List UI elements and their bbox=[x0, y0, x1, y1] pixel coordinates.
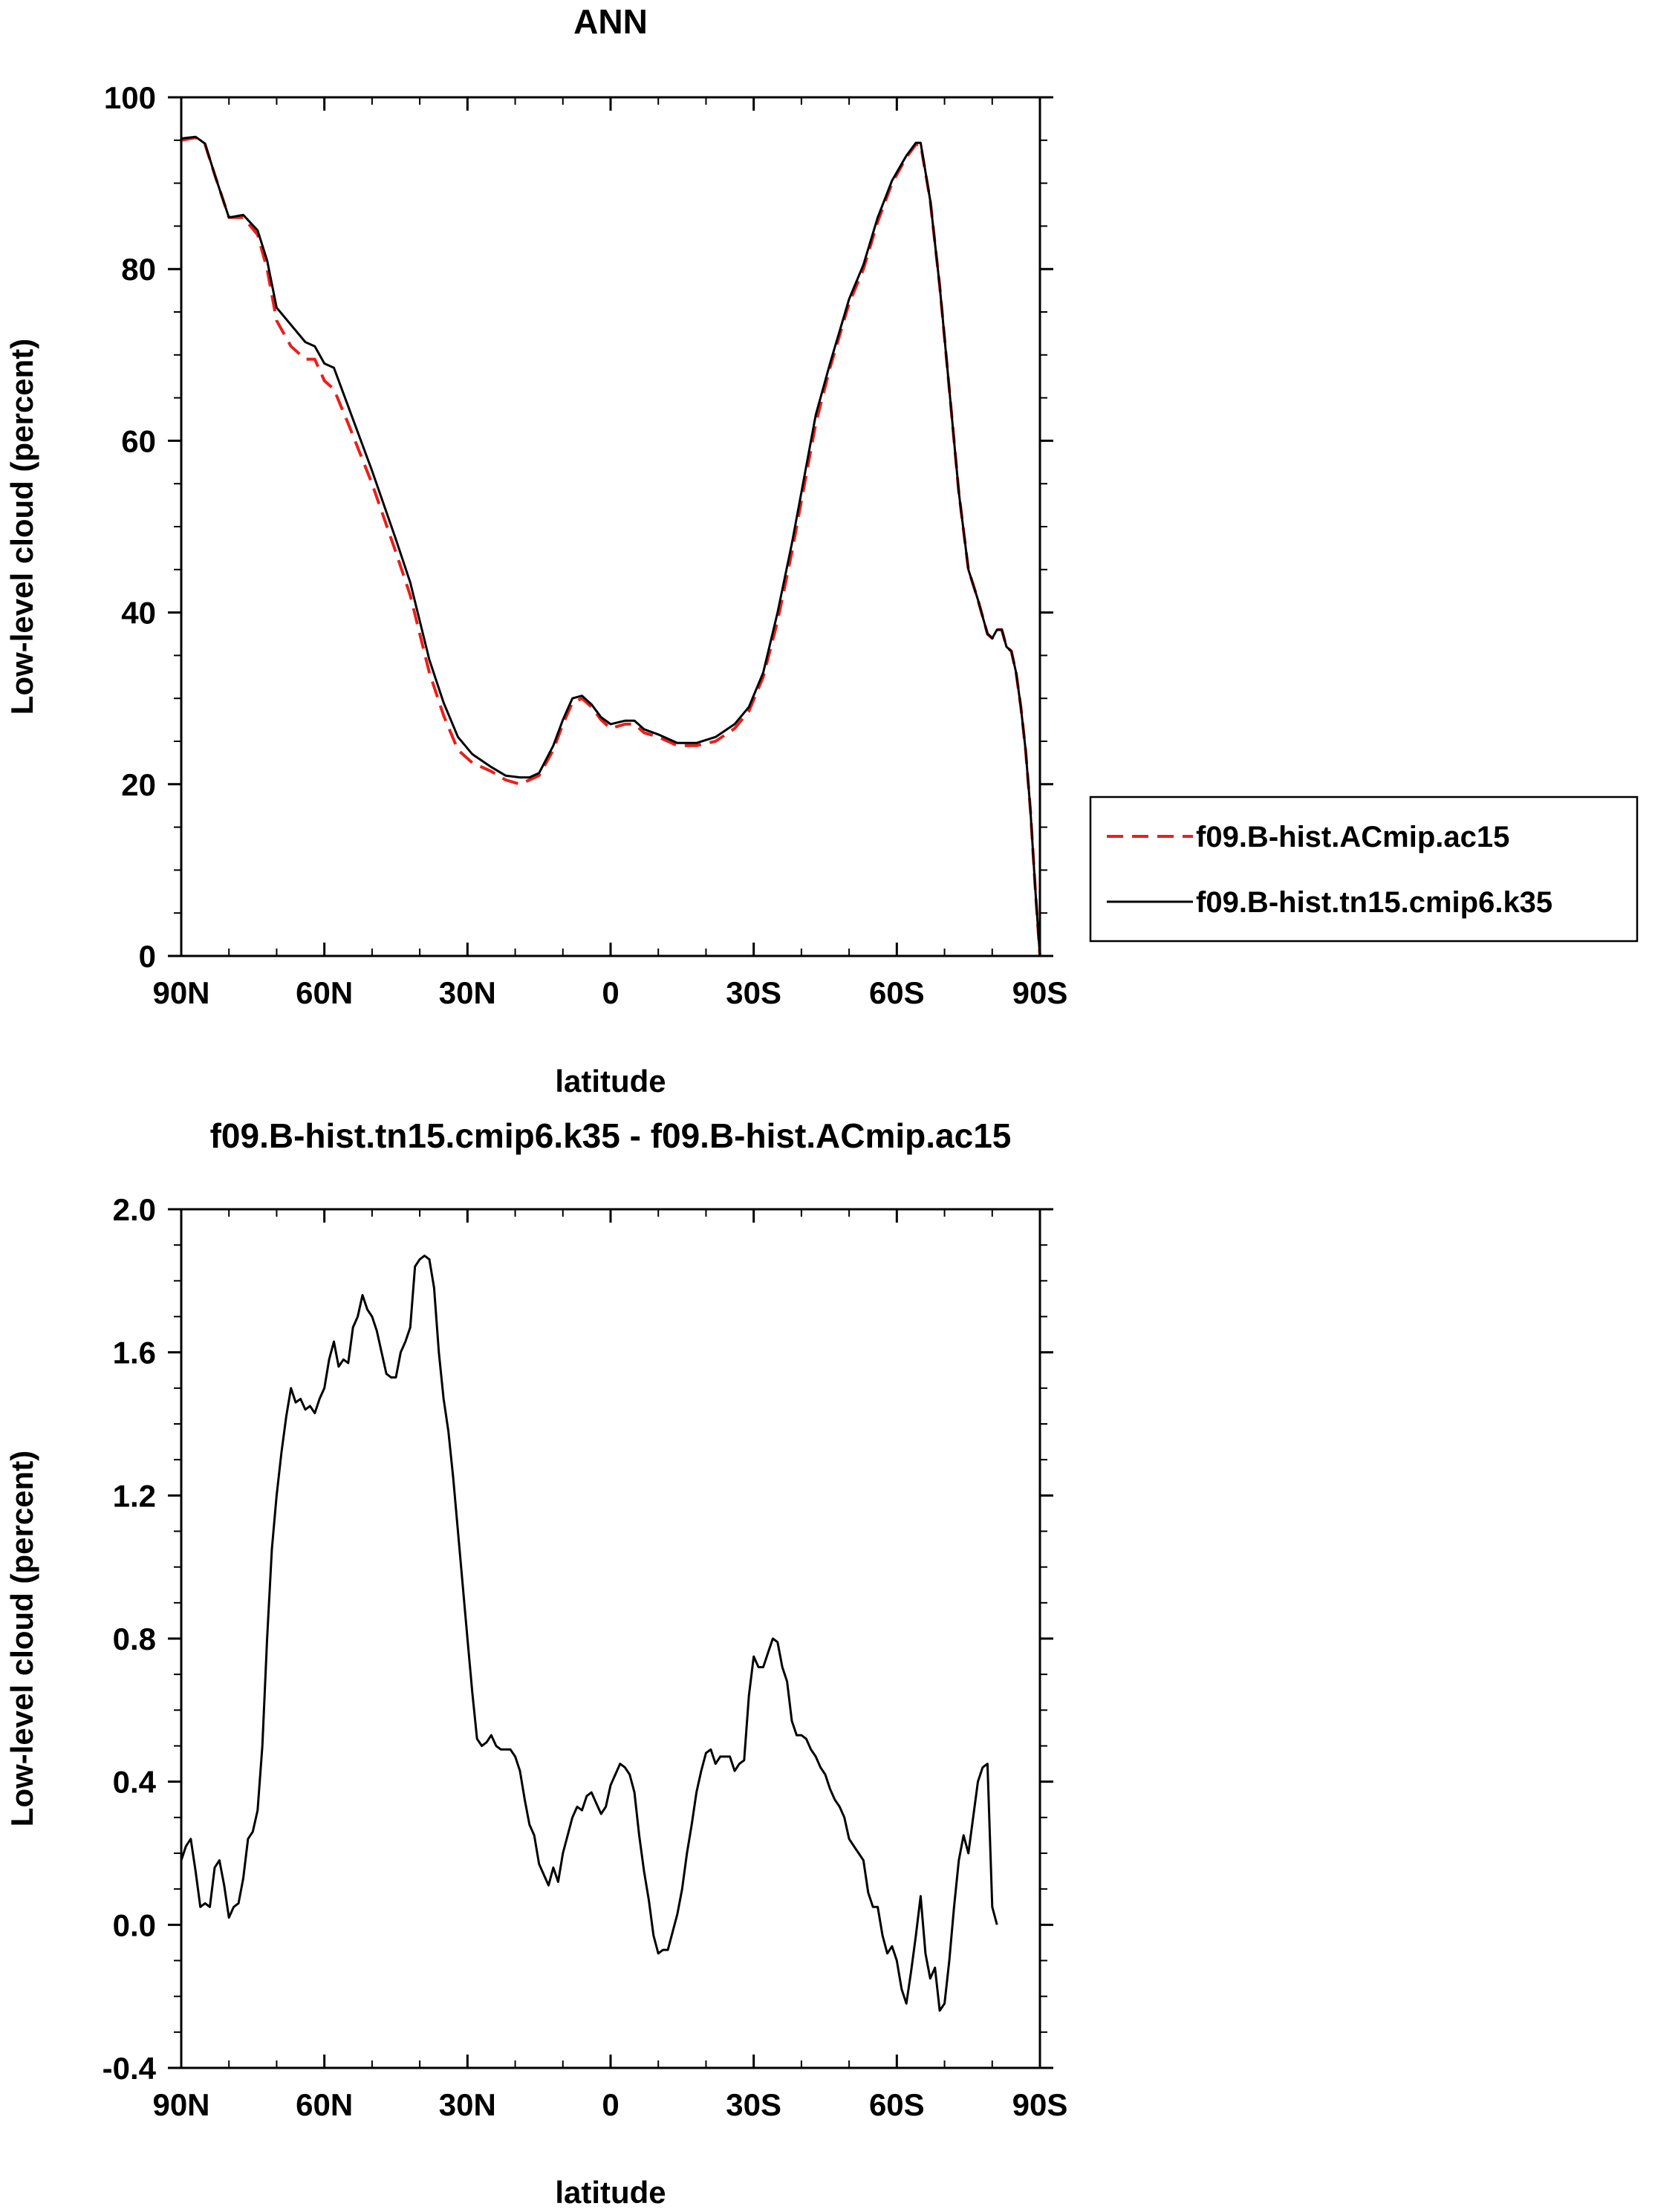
top-y-tick-label: 80 bbox=[121, 252, 156, 287]
legend-label-k35: f09.B-hist.tn15.cmip6.k35 bbox=[1196, 886, 1552, 919]
top-chart-xlabel: latitude bbox=[555, 1064, 666, 1099]
legend-box bbox=[1089, 796, 1639, 943]
bottom-chart-ylabel: Low-level cloud (percent) bbox=[4, 1451, 39, 1826]
top-x-tick-label: 60S bbox=[869, 975, 925, 1010]
bottom-chart-xlabel: latitude bbox=[555, 2175, 666, 2210]
top-y-tick-label: 60 bbox=[121, 423, 156, 458]
top-x-tick-label: 0 bbox=[602, 975, 619, 1010]
bottom-x-tick-label: 30S bbox=[726, 2087, 781, 2122]
bottom-y-tick-label: -0.4 bbox=[103, 2051, 157, 2086]
bottom-x-tick-label: 60N bbox=[296, 2087, 353, 2122]
top-y-tick-label: 0 bbox=[139, 939, 156, 974]
bottom-x-tick-label: 90N bbox=[152, 2087, 209, 2122]
bottom-y-tick-label: 0.4 bbox=[113, 1765, 157, 1800]
bottom-y-tick-label: 1.6 bbox=[113, 1336, 156, 1370]
bottom-chart-title: f09.B-hist.tn15.cmip6.k35 - f09.B-hist.A… bbox=[210, 1116, 1012, 1155]
top-chart-title: ANN bbox=[573, 2, 648, 41]
bottom-chart: f09.B-hist.tn15.cmip6.k35 - f09.B-hist.A… bbox=[4, 1116, 1067, 2210]
bottom-y-tick-label: 1.2 bbox=[113, 1478, 156, 1513]
bottom-x-tick-label: 30N bbox=[439, 2087, 496, 2122]
top-y-tick-label: 100 bbox=[104, 80, 156, 115]
top-x-tick-label: 30S bbox=[726, 975, 781, 1010]
top-x-tick-label: 90N bbox=[152, 975, 209, 1010]
top-chart: ANN 90N 60N 30N 0 30S 60S 90S 0 20 40 60 80 100 Low-… bbox=[4, 2, 1639, 1099]
bottom-x-tick-label: 0 bbox=[602, 2087, 619, 2122]
top-series-line-0 bbox=[181, 136, 1041, 957]
top-y-tick-label: 40 bbox=[121, 596, 156, 631]
top-series-line-1 bbox=[181, 135, 1041, 957]
bottom-x-tick-label: 60S bbox=[869, 2087, 925, 2122]
bottom-y-tick-label: 0.8 bbox=[113, 1621, 156, 1656]
bottom-y-tick-label: 0.0 bbox=[113, 1907, 156, 1942]
top-x-tick-label: 30N bbox=[439, 975, 496, 1010]
top-x-tick-label: 60N bbox=[296, 975, 353, 1010]
top-chart-ylabel: Low-level cloud (percent) bbox=[4, 339, 39, 715]
legend-label-ac15: f09.B-hist.ACmip.ac15 bbox=[1196, 821, 1509, 853]
bottom-y-tick-label: 2.0 bbox=[113, 1192, 156, 1227]
legend: f09.B-hist.ACmip.ac15 f09.B-hist.tn15.cm… bbox=[1089, 796, 1639, 943]
bottom-series-line-0 bbox=[180, 1255, 998, 2012]
bottom-x-tick-label: 90S bbox=[1012, 2087, 1068, 2122]
top-x-tick-label: 90S bbox=[1012, 975, 1068, 1010]
top-y-tick-label: 20 bbox=[121, 767, 156, 802]
